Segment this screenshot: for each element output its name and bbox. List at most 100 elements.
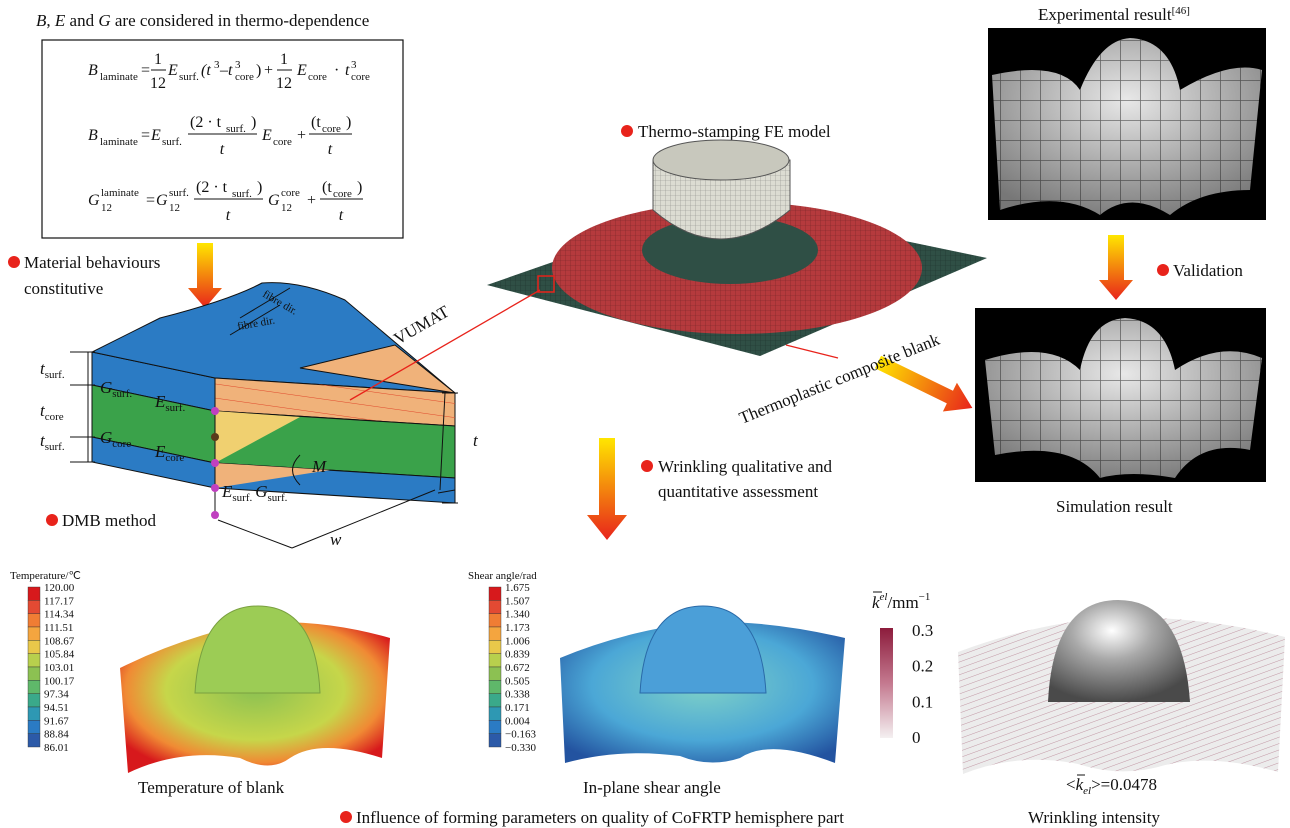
- label-part: E: [221, 482, 233, 501]
- eq-term: E: [296, 62, 307, 79]
- dome: [1048, 600, 1190, 702]
- eq-sub: core: [351, 71, 370, 83]
- node: [211, 459, 219, 467]
- heading-part: G: [98, 11, 110, 30]
- dim-label: tsurf.: [40, 431, 65, 453]
- bullet: [621, 125, 633, 137]
- temperature-image: [120, 606, 390, 773]
- label-part: surf.: [112, 388, 132, 400]
- label: DMB method: [62, 511, 156, 530]
- colorbar-segment: [489, 694, 501, 707]
- label-part: surf.: [268, 492, 288, 504]
- label-part: G: [100, 378, 112, 397]
- label: t: [473, 431, 479, 450]
- eq-term: B: [88, 127, 98, 144]
- colorbar-segment: [28, 587, 40, 600]
- eq-term: G: [156, 192, 168, 209]
- label: Validation: [1173, 261, 1243, 280]
- colorbar-tick-label: 91.67: [44, 715, 69, 727]
- colorbar-title: Shear angle/rad: [468, 570, 537, 582]
- label-part: surf.: [45, 441, 65, 453]
- colorbar-segment: [489, 614, 501, 627]
- eq-sup: 3: [235, 59, 241, 71]
- colorbar-segment: [28, 654, 40, 667]
- colorbar-tick-label: 0.672: [505, 662, 530, 674]
- eq-op: +: [264, 62, 273, 79]
- mean-label: <kel>=0.0478: [1066, 775, 1157, 797]
- colorbar-tick-label: 111.51: [44, 622, 73, 634]
- colorbar-segment: [28, 734, 40, 747]
- eq-sub: core: [322, 123, 341, 135]
- node: [211, 511, 219, 519]
- caption: Wrinkling intensity: [1028, 808, 1160, 827]
- eq-sub: surf.: [232, 188, 252, 200]
- colorbar-tick-label: 103.01: [44, 662, 74, 674]
- label: quantitative assessment: [658, 482, 818, 501]
- label-part: Experimental result: [1038, 5, 1172, 24]
- eq-sub: core: [235, 71, 254, 83]
- colorbar-segment: [28, 614, 40, 627]
- eq-op: +: [297, 127, 306, 144]
- eq-num: ): [357, 179, 362, 196]
- label: Wrinkling qualitative and: [658, 457, 832, 476]
- colorbar-tick-label: 120.00: [44, 582, 75, 594]
- colorbar-tick-label: 1.507: [505, 595, 530, 607]
- colorbar-tick-label: 0.171: [505, 702, 530, 714]
- eq-term: t: [345, 62, 350, 79]
- colorbar-segment: [28, 627, 40, 640]
- eq-sup: 3: [351, 59, 357, 71]
- eq-num: (t: [311, 114, 321, 131]
- colorbar-tick-label: 0.505: [505, 675, 530, 687]
- colorbar-tick-label: 117.17: [44, 595, 74, 607]
- colorbar-tick-label: 1.006: [505, 635, 530, 647]
- colorbar-segment: [28, 707, 40, 720]
- eq-sub: 12: [281, 202, 292, 214]
- eq-op: ·: [334, 62, 339, 79]
- dome: [195, 606, 320, 693]
- colorbar-tick-label: 100.17: [44, 675, 75, 687]
- equation: G laminate 12 = G surf. 12 (2 · t surf. …: [88, 179, 363, 224]
- experimental-image: [988, 28, 1266, 220]
- colorbar-tick-label: 94.51: [44, 702, 69, 714]
- figure: B, E and G are considered in thermo-depe…: [0, 0, 1290, 828]
- eq-op: =: [141, 127, 150, 144]
- label: Influence of forming parameters on quali…: [356, 808, 844, 827]
- dome: [640, 606, 766, 693]
- bullet: [8, 256, 20, 268]
- colorbar-segment: [28, 680, 40, 693]
- simulation-image: [975, 308, 1266, 482]
- label: M: [311, 457, 327, 476]
- eq-num: (t: [322, 179, 332, 196]
- eq-sup: surf.: [169, 187, 189, 199]
- label-part: −1: [919, 591, 931, 603]
- eq-num: 1: [280, 51, 288, 68]
- eq-term: G: [268, 192, 280, 209]
- node: [211, 433, 219, 441]
- colorbar-title: kel/mm−1: [872, 591, 930, 612]
- colorbar-tick-label: 0.1: [912, 692, 933, 711]
- colorbar-tick-label: 1.340: [505, 609, 530, 621]
- label-part: >=0.0478: [1091, 775, 1157, 794]
- arrow: [188, 243, 222, 308]
- eq-sub: surf.: [179, 71, 199, 83]
- eq-num: (2 · t: [196, 179, 228, 196]
- eq-op: =: [141, 62, 150, 79]
- eq-den: t: [339, 207, 344, 224]
- punch-top: [653, 140, 789, 180]
- colorbar-segment: [489, 640, 501, 653]
- label-part: G: [255, 482, 267, 501]
- colorbar-tick-label: 0.004: [505, 715, 530, 727]
- eq-sub: core: [308, 71, 327, 83]
- colorbar-tick-label: −0.330: [505, 742, 536, 754]
- label-part: <: [1066, 775, 1076, 794]
- label-part: core: [112, 438, 131, 450]
- eq-op: ): [256, 62, 261, 79]
- colorbar-segment: [28, 600, 40, 613]
- eq-num: ): [251, 114, 256, 131]
- eq-den: t: [226, 207, 231, 224]
- bullet: [641, 460, 653, 472]
- eq-op: =: [146, 192, 155, 209]
- eq-num: ): [257, 179, 262, 196]
- label: Experimental result[46]: [1038, 5, 1190, 24]
- eq-sub: surf.: [226, 123, 246, 135]
